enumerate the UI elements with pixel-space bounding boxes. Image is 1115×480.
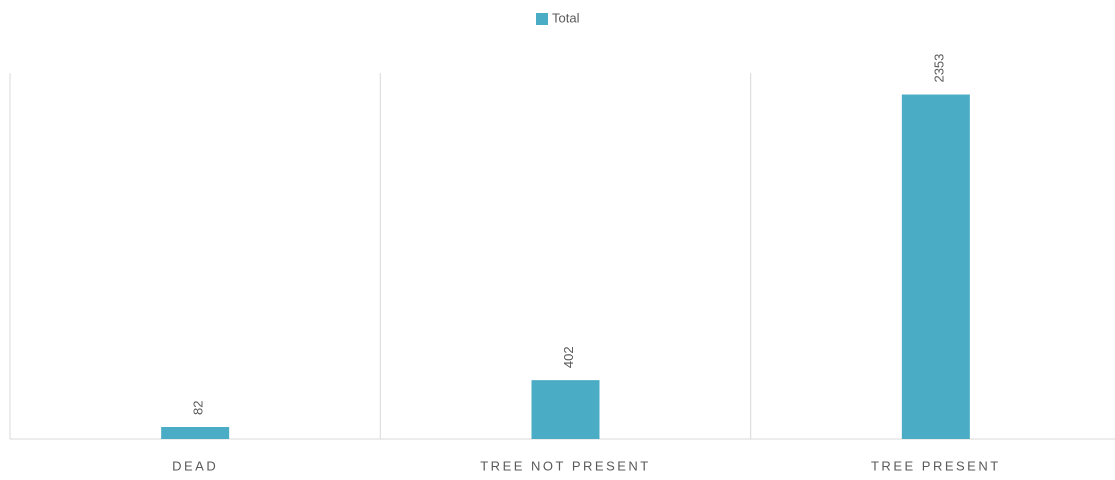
data-label: 82 <box>191 401 206 415</box>
bar <box>901 94 970 439</box>
x-tick-label: DEAD <box>172 458 218 473</box>
x-tick-label: TREE PRESENT <box>871 458 1001 473</box>
legend-label: Total <box>552 10 580 25</box>
bar <box>531 380 600 439</box>
x-tick-label: TREE NOT PRESENT <box>480 458 651 473</box>
bar <box>161 426 230 439</box>
legend-swatch <box>536 13 548 25</box>
data-label: 402 <box>561 346 576 368</box>
data-label: 2353 <box>931 54 946 83</box>
